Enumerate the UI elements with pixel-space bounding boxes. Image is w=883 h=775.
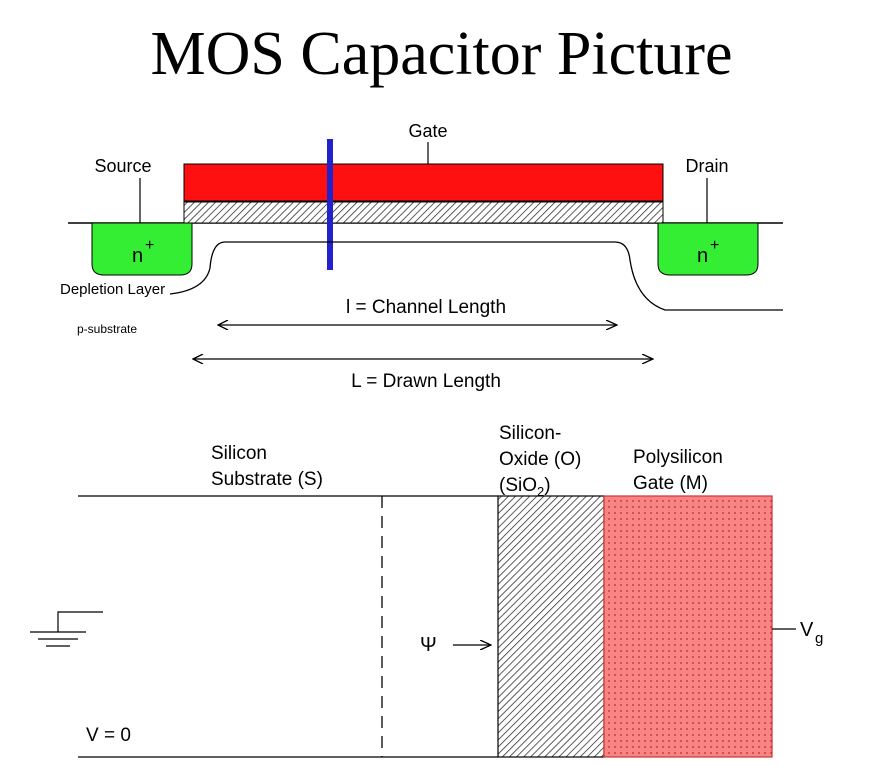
top-cross-section: Gate Source Drain n + n + Depletion Laye…: [60, 121, 783, 392]
gate-oxide: [183, 201, 664, 224]
vg-label: V: [800, 619, 814, 641]
depletion-layer-label: Depletion Layer: [60, 281, 165, 298]
oxide-formula-sub: 2: [537, 484, 544, 499]
silicon-label-line2: Substrate (S): [211, 469, 323, 490]
oxide-formula-post: ): [544, 475, 550, 496]
depletion-boundary: [169, 241, 783, 311]
drain-label: Drain: [685, 156, 728, 176]
n-plus-right-sup: +: [710, 237, 719, 254]
source-n-region: [91, 222, 193, 276]
v-zero-label: V = 0: [86, 725, 131, 746]
page-title: MOS Capacitor Picture: [150, 20, 733, 88]
drain-n-region: [657, 222, 759, 276]
source-label: Source: [94, 156, 151, 176]
n-plus-left-label: n: [132, 245, 143, 267]
poly-label-line1: Polysilicon: [633, 447, 723, 468]
oxide-formula: (SiO2): [499, 475, 551, 499]
poly-label-line2: Gate (M): [633, 473, 708, 494]
silicon-label-line1: Silicon: [211, 443, 267, 464]
oxide-block: [497, 495, 605, 758]
ground-icon: [30, 611, 103, 647]
n-plus-left-sup: +: [145, 237, 154, 254]
vg-subscript: g: [815, 630, 823, 647]
polysilicon-block: [603, 495, 773, 758]
psi-label: Ψ: [420, 634, 437, 656]
oxide-label-line2: Oxide (O): [499, 449, 581, 470]
p-substrate-label: p-substrate: [77, 322, 137, 336]
oxide-label-line1: Silicon-: [499, 423, 561, 444]
n-plus-right-label: n: [697, 245, 708, 267]
gate-label: Gate: [408, 121, 447, 141]
oxide-formula-pre: (SiO: [499, 475, 537, 496]
drawn-length-label: L = Drawn Length: [351, 371, 501, 392]
channel-length-label: l = Channel Length: [346, 297, 506, 318]
gate-electrode: [183, 163, 664, 202]
bottom-band-diagram: V g Ψ Silicon Substrate (S) Silicon- Oxi…: [30, 423, 823, 758]
